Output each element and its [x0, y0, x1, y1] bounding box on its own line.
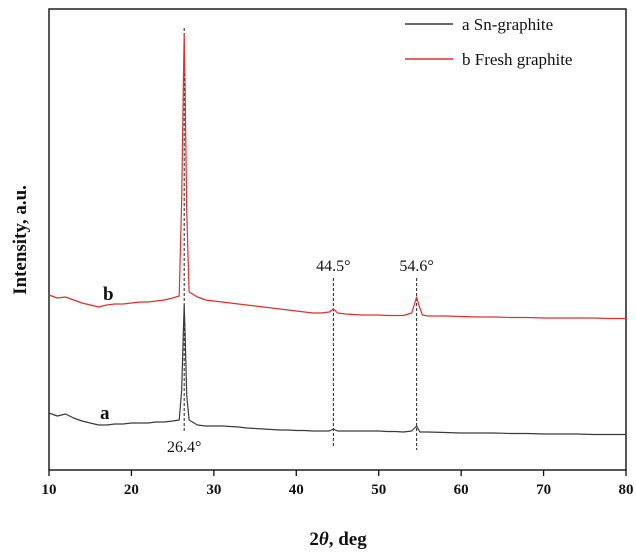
legend-label-a: a Sn-graphite [462, 15, 553, 34]
peak-reference-lines: 26.4° 44.5° 54.6° [167, 28, 434, 456]
x-tick-label-80: 80 [619, 482, 634, 498]
x-tick-label-70: 70 [536, 482, 551, 498]
x-tick-label-50: 50 [371, 482, 386, 498]
x-tick-label-40: 40 [289, 482, 304, 498]
series-line-b [48, 34, 626, 320]
series-tag-a: a [100, 403, 110, 424]
x-axis-title-theta: θ [319, 529, 329, 550]
x-tick-label-20: 20 [124, 482, 139, 498]
x-axis-title-prefix: 2 [309, 529, 319, 550]
peak-label-54.6: 54.6° [399, 258, 433, 275]
peak-label-26.4: 26.4° [167, 439, 201, 456]
peak-label-44.5: 44.5° [316, 258, 350, 275]
legend: a Sn-graphite b Fresh graphite [405, 15, 572, 69]
legend-label-b: b Fresh graphite [462, 50, 572, 69]
x-tick-label-30: 30 [206, 482, 221, 498]
x-axis-title: 2θ, deg [309, 529, 367, 550]
y-axis-title: Intensity, a.u. [10, 185, 31, 295]
x-axis-ticks: 10 20 30 40 50 60 70 80 [42, 470, 634, 498]
series-line-a [48, 304, 626, 436]
x-axis-title-suffix: , deg [329, 529, 368, 550]
x-tick-label-60: 60 [454, 482, 469, 498]
series-tag-b: b [103, 284, 114, 305]
x-tick-label-10: 10 [42, 482, 57, 498]
plot-frame [48, 8, 627, 471]
series-lines [48, 34, 626, 436]
